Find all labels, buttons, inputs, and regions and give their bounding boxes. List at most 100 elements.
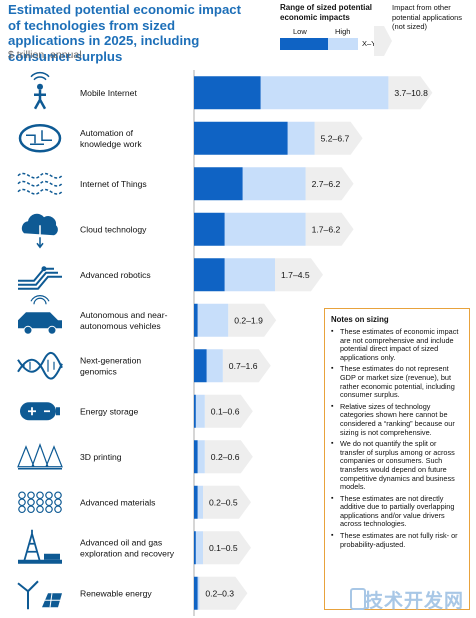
icon-part [27,491,35,500]
icon-part [41,266,47,272]
high-bar [260,76,389,110]
robotic-arm-icon [18,266,62,290]
category-label-line: genomics [80,366,117,376]
icon-part [54,505,62,514]
other-applications-arrow [305,212,354,246]
range-label: 0.1–0.6 [211,406,240,416]
notes-title: Notes on sizing [331,315,389,324]
watermark-logo [350,588,366,610]
icon-part [17,172,63,195]
icon-part [36,237,44,249]
category-label-line: Cloud technology [80,224,147,234]
materials-lattice-icon [18,491,62,514]
oil-rig-icon [18,529,62,564]
mobile-internet-icon [30,71,50,110]
notes-item: We do not quantify the split or transfer… [331,439,463,492]
category-label-line: exploration and recovery [80,548,175,558]
3d-printing-icon [17,442,63,470]
low-bar [194,76,261,110]
chart-subtitle: $ trillion, annual [8,49,82,61]
other-applications-arrow [228,303,277,337]
icon-part [17,442,63,468]
icon-part [33,89,47,110]
chart-title: Estimated potential economic impact of t… [8,2,242,64]
category-label: Next-generation genomics [80,355,141,376]
category-label: Energy storage [80,406,139,416]
chart-row: Energy storage 0.1–0.6 [20,394,253,428]
notes-item: These estimates do not represent GDP or … [331,365,463,399]
other-applications-arrow [275,258,323,292]
legend-low-label: Low [293,27,307,36]
chart-row: Advanced materials 0.2–0.5 [18,485,251,519]
other-applications-arrow [204,440,253,474]
category-label: 3D printing [80,452,122,462]
cloud-icon [21,213,58,249]
dna-icon [17,352,63,380]
icon-part [18,491,26,500]
icon-part [44,553,60,560]
chart-row: Next-generation genomics 0.7–1.6 [17,349,271,383]
high-bar [197,576,200,610]
high-bar [224,258,275,292]
legend-high-swatch [328,38,358,50]
icon-part [28,407,50,416]
notes-item: These estimates are not directly additiv… [331,494,463,529]
notes-item: These estimates are not fully risk- or p… [331,531,463,549]
other-applications-arrow [222,349,271,383]
icon-part [45,593,60,608]
chart-row: 3D printing 0.2–0.6 [17,440,253,474]
category-label-line: Autonomous and near- [80,310,168,320]
icon-part [45,491,53,500]
category-label: Automation of knowledge work [80,128,142,149]
range-label: 0.2–0.5 [209,497,238,507]
watermark: 技术开发网 [364,590,465,612]
icon-part [30,295,50,305]
icon-part [54,498,62,507]
brain-icon [18,124,62,153]
low-bar [194,531,196,565]
high-bar [195,394,205,428]
battery-icon [20,402,60,421]
category-label-line: Mobile Internet [80,88,137,98]
range-label: 5.2–6.7 [321,133,350,143]
range-label: 3.7–10.8 [394,88,428,98]
category-label: Autonomous and near-autonomous vehicles [80,310,168,331]
category-label: Cloud technology [80,224,147,234]
legend-range-label: X–Y [362,39,377,48]
category-label-line: Advanced oil and gas [80,537,162,547]
high-bar [242,167,306,201]
notes-item: These estimates of economic impact are n… [331,327,463,362]
chart-row: Cloud technology 1.7–6.2 [21,212,354,249]
icon-part [23,529,41,562]
category-label-line: Energy storage [80,406,139,416]
icon-part [36,491,44,500]
category-label-line: knowledge work [80,139,142,149]
chart-row: Mobile Internet 3.7–10.8 [30,71,433,110]
icon-part [18,505,26,514]
icon-part [26,130,52,145]
low-bar [194,258,225,292]
high-bar [197,485,203,519]
low-bar [194,303,198,337]
range-label: 0.2–0.6 [211,452,240,462]
notes-item: Relative sizes of technology categories … [331,402,463,437]
category-label: Advanced robotics [80,270,151,280]
high-bar [197,303,229,337]
category-label-line: Advanced robotics [80,270,151,280]
icon-part [45,498,53,507]
range-label: 0.2–1.9 [234,315,263,325]
category-label-line: Automation of [80,128,134,138]
icon-part [21,213,58,236]
category-label: Mobile Internet [80,88,137,98]
icon-part [54,491,62,500]
range-label: 0.1–0.5 [209,543,238,553]
high-bar [287,121,315,155]
icon-part [20,402,56,421]
icon-part [23,325,33,335]
icon-part [30,71,50,81]
icon-part [37,83,43,90]
icon-part [18,124,62,153]
category-label: Internet of Things [80,179,147,189]
chart-row: Renewable energy 0.2–0.3 [17,576,248,610]
notes-list: These estimates of economic impact are n… [331,327,463,549]
